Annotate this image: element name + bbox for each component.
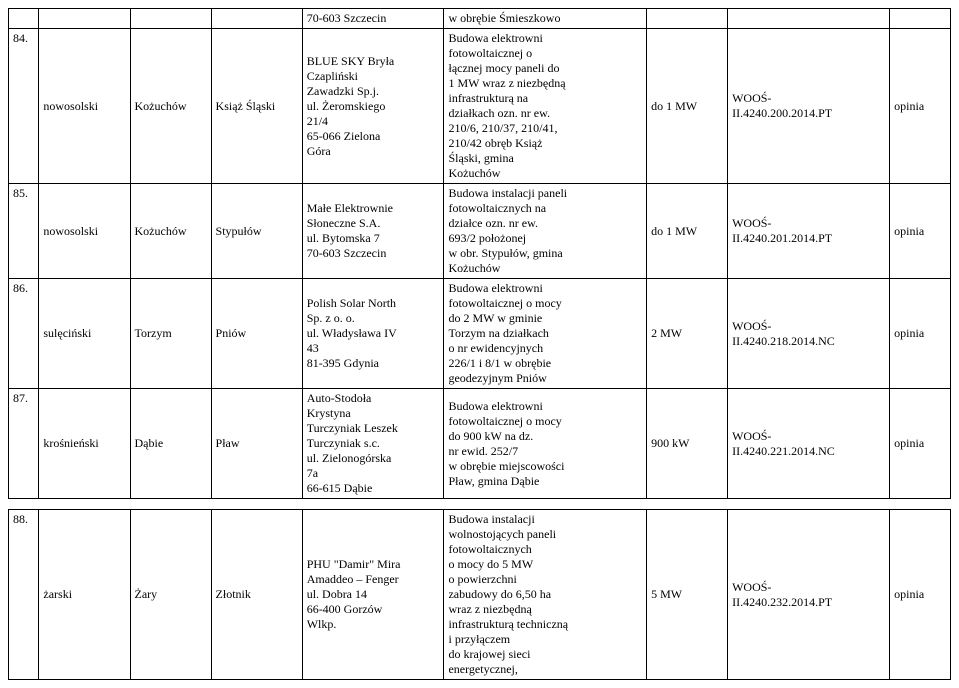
cell-commune: Torzym [130,279,211,389]
cell-reference: WOOŚ-II.4240.221.2014.NC [728,389,890,499]
cell-applicant: Polish Solar NorthSp. z o. o.ul. Władysł… [302,279,444,389]
cell-applicant: 70-603 Szczecin [302,9,444,29]
row-number: 85. [9,184,39,279]
cell-applicant: PHU "Damir" MiraAmaddeo – Fengerul. Dobr… [302,510,444,680]
spacer-row [9,499,951,510]
cell-commune: Kożuchów [130,184,211,279]
cell-description: Budowa instalacjiwolnostojących panelifo… [444,510,647,680]
cell-reference: WOOŚ-II.4240.201.2014.PT [728,184,890,279]
cell-applicant: Małe ElektrownieSłoneczne S.A.ul. Bytoms… [302,184,444,279]
cell-district: żarski [39,510,130,680]
row-number [9,9,39,29]
cell-locality: Złotnik [211,510,302,680]
cell-type: opinia [890,389,951,499]
cell-commune: Kożuchów [130,29,211,184]
table-row: 87.krośnieńskiDąbiePławAuto-StodołaKryst… [9,389,951,499]
table-row: 88.żarskiŻaryZłotnikPHU "Damir" MiraAmad… [9,510,951,680]
cell-description: Budowa elektrownifotowoltaicznej o mocyd… [444,279,647,389]
cell-reference: WOOŚ-II.4240.218.2014.NC [728,279,890,389]
cell-type: opinia [890,184,951,279]
table-row: 70-603 Szczecinw obrębie Śmieszkowo [9,9,951,29]
cell-type: opinia [890,510,951,680]
cell-applicant: Auto-StodołaKrystynaTurczyniak LeszekTur… [302,389,444,499]
cell-locality: Pniów [211,279,302,389]
cell-power [647,9,728,29]
permits-table: 70-603 Szczecinw obrębie Śmieszkowo84.no… [8,8,951,680]
row-number: 87. [9,389,39,499]
table-row: 84.nowosolskiKożuchówKsiąż ŚląskiBLUE SK… [9,29,951,184]
cell-applicant: BLUE SKY BryłaCzaplińskiZawadzki Sp.j.ul… [302,29,444,184]
cell-district: krośnieński [39,389,130,499]
cell-description: Budowa elektrownifotowoltaicznej o mocyd… [444,389,647,499]
table-row: 86.sulęcińskiTorzymPniówPolish Solar Nor… [9,279,951,389]
cell-district: nowosolski [39,184,130,279]
cell-reference: WOOŚ-II.4240.232.2014.PT [728,510,890,680]
cell-description: Budowa instalacji panelifotowoltaicznych… [444,184,647,279]
table-body: 70-603 Szczecinw obrębie Śmieszkowo84.no… [9,9,951,680]
cell-power: 5 MW [647,510,728,680]
cell-power: 2 MW [647,279,728,389]
cell-reference [728,9,890,29]
cell-power: 900 kW [647,389,728,499]
cell-type: opinia [890,279,951,389]
cell-power: do 1 MW [647,29,728,184]
row-number: 84. [9,29,39,184]
row-number: 88. [9,510,39,680]
cell-locality: Książ Śląski [211,29,302,184]
cell-description: w obrębie Śmieszkowo [444,9,647,29]
cell-power: do 1 MW [647,184,728,279]
cell-commune [130,9,211,29]
cell-type: opinia [890,29,951,184]
row-number: 86. [9,279,39,389]
cell-commune: Dąbie [130,389,211,499]
cell-commune: Żary [130,510,211,680]
cell-reference: WOOŚ-II.4240.200.2014.PT [728,29,890,184]
cell-district: sulęciński [39,279,130,389]
cell-district: nowosolski [39,29,130,184]
cell-locality: Stypułów [211,184,302,279]
cell-description: Budowa elektrownifotowoltaicznej ołączne… [444,29,647,184]
cell-locality: Pław [211,389,302,499]
table-row: 85.nowosolskiKożuchówStypułówMałe Elektr… [9,184,951,279]
cell-locality [211,9,302,29]
cell-type [890,9,951,29]
cell-district [39,9,130,29]
